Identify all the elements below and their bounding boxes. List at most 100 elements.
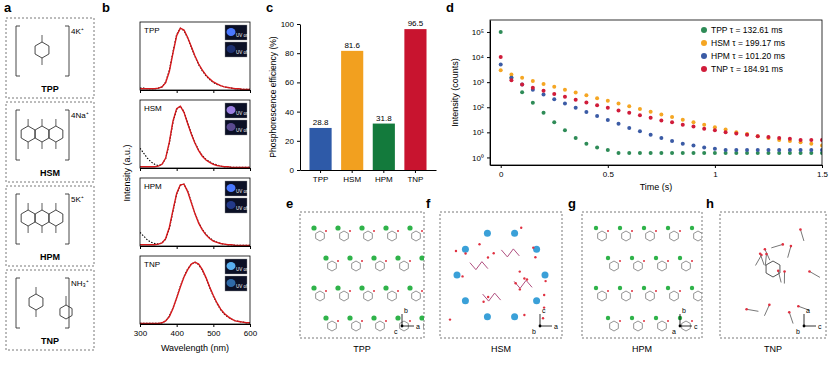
dashed-box [582,212,702,338]
legend-label: HSM τ = 199.17 ms [711,38,785,48]
oxygen [349,290,351,292]
oxygen [764,248,767,251]
tick-mark [487,32,490,33]
point [702,123,706,127]
oxygen [325,290,327,292]
panel-letter: e [286,196,293,211]
point [606,148,610,152]
triad-label: b [404,307,408,314]
bar [373,124,395,170]
point [649,110,653,114]
bar [309,128,331,170]
point [638,129,642,133]
oxygen [409,260,411,262]
bar-chart: 28.881.631.896.5020406080100TPPHSMHPMTNP… [268,19,437,184]
tick-label: 1 [713,170,718,179]
inset-label: UV on [236,33,249,38]
tick-mark [608,165,609,168]
axis-line [300,25,301,171]
cation [690,286,694,290]
point [595,96,599,100]
oxygen [768,304,771,307]
molecule [412,291,421,301]
axis-line [141,168,251,169]
tick-mark [501,165,502,168]
oxygen [797,305,800,308]
point [563,95,567,99]
cation [419,315,424,320]
oxygen [543,294,545,296]
oxygen [421,290,423,292]
oxygen [337,260,339,262]
cation [311,285,316,290]
oxygen [523,314,525,316]
point [724,130,728,134]
point [584,110,588,114]
cation [484,313,491,320]
cation [654,256,658,260]
oxygen [519,288,521,290]
point [552,92,556,96]
cation [347,315,352,320]
tick: HSM [343,170,361,184]
inset-label: UV off [236,50,249,55]
panel-letter: g [568,196,576,211]
triad-label: c [394,328,398,335]
tick [140,90,141,93]
tick-mark [213,90,214,93]
molecule [634,321,643,331]
oxygen [397,290,399,292]
oxygen [514,282,516,284]
bracket [16,110,20,160]
plot-frame [140,178,250,246]
point [670,139,674,143]
point [584,93,588,97]
tick-mark [177,168,178,171]
tick [250,246,251,249]
point [649,116,653,120]
point [509,78,513,82]
cation [359,285,364,290]
tick-mark [297,24,300,25]
point [799,148,803,152]
point [499,55,503,59]
molecule [412,231,421,241]
spectrum-title: TNP [144,260,160,269]
plot-frame [490,20,822,165]
oxygen [679,290,681,292]
tick-mark [297,170,300,171]
molecule [514,280,532,288]
triad-label: a [554,323,558,330]
panel-letter: h [706,196,714,211]
molecule [598,231,607,241]
point [659,151,663,155]
point [542,93,546,97]
oxygen [799,228,802,231]
point [691,143,695,147]
point [627,151,631,155]
bond [809,271,819,277]
counterion: 4Na⁺ [71,111,89,120]
point [531,79,535,83]
oxygen [631,230,633,232]
triad-axis [540,326,552,327]
inset-label: UV on [236,267,249,272]
point [638,151,642,155]
dashed-box [440,212,562,338]
point [681,151,685,155]
bond [784,272,785,284]
tick-mark [487,57,490,58]
tick [177,90,178,93]
point [691,120,695,124]
x-axis: TPPHSMHPMTNP [301,170,437,184]
y-axis: 020406080100 [281,20,301,175]
tick-label: TNP [407,175,423,184]
bond [760,254,764,265]
tick-label: HPM [375,175,393,184]
tick-label: 40 [285,108,294,117]
point [584,142,588,146]
spectrum-panel: HPMUV onUV off [140,178,251,249]
tick-mark [140,90,141,93]
bond [800,229,803,240]
tick-mark [250,168,251,171]
